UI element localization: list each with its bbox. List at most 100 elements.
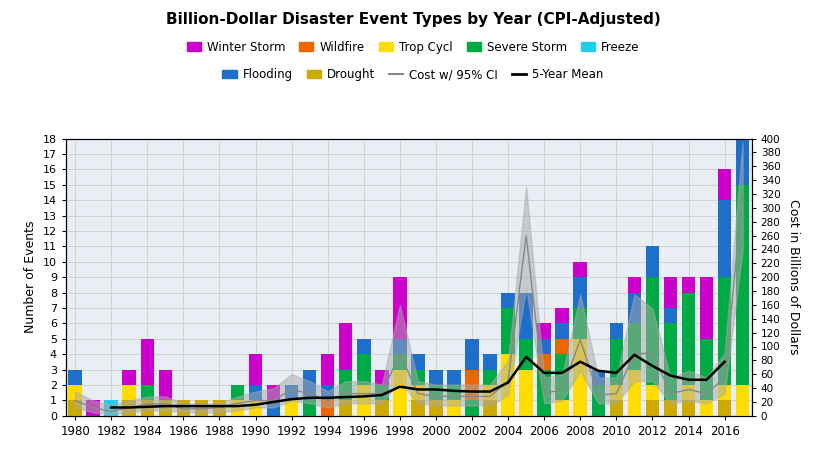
Bar — [573, 277, 587, 308]
Bar — [664, 277, 677, 308]
Bar — [465, 370, 479, 401]
Bar — [538, 339, 551, 354]
Bar — [520, 370, 533, 416]
Bar — [122, 385, 136, 401]
Bar — [610, 401, 623, 416]
Bar — [375, 401, 388, 416]
Bar — [447, 385, 461, 401]
Bar — [483, 401, 496, 416]
Bar — [520, 292, 533, 339]
Bar — [285, 401, 298, 416]
Bar — [610, 385, 623, 401]
Bar — [430, 370, 443, 385]
Bar — [520, 339, 533, 370]
Bar — [591, 385, 605, 416]
Bar — [177, 401, 190, 416]
Bar — [357, 354, 371, 385]
Bar — [447, 370, 461, 385]
Bar — [628, 370, 641, 416]
Bar — [483, 385, 496, 401]
Bar — [700, 401, 714, 416]
Legend: Winter Storm, Wildfire, Trop Cycl, Severe Storm, Freeze: Winter Storm, Wildfire, Trop Cycl, Sever… — [182, 36, 644, 58]
Bar — [736, 123, 749, 185]
Bar — [538, 370, 551, 416]
Bar — [249, 354, 263, 385]
Bar — [610, 323, 623, 339]
Bar — [393, 370, 406, 416]
Bar — [339, 370, 353, 401]
Bar — [700, 277, 714, 339]
Bar — [501, 292, 515, 308]
Bar — [230, 385, 244, 401]
Bar — [736, 385, 749, 416]
Bar — [321, 385, 335, 401]
Bar — [681, 277, 695, 292]
Bar — [122, 401, 136, 416]
Bar — [285, 385, 298, 401]
Bar — [411, 401, 425, 416]
Bar — [69, 385, 82, 401]
Bar — [447, 401, 461, 416]
Bar — [375, 385, 388, 401]
Bar — [122, 370, 136, 385]
Bar — [573, 262, 587, 277]
Bar — [339, 401, 353, 416]
Bar — [87, 401, 100, 416]
Bar — [501, 354, 515, 416]
Bar — [736, 185, 749, 385]
Bar — [664, 401, 677, 416]
Bar — [267, 385, 280, 401]
Bar — [591, 370, 605, 385]
Bar — [718, 401, 731, 416]
Bar — [195, 401, 208, 416]
Bar — [700, 339, 714, 401]
Bar — [681, 292, 695, 385]
Legend: Flooding, Drought, Cost w/ 95% CI, 5-Year Mean: Flooding, Drought, Cost w/ 95% CI, 5-Yea… — [217, 64, 609, 86]
Bar — [159, 370, 172, 401]
Bar — [339, 323, 353, 370]
Bar — [465, 401, 479, 416]
Bar — [538, 354, 551, 370]
Bar — [628, 292, 641, 323]
Bar — [555, 354, 569, 401]
Bar — [573, 339, 587, 416]
Bar — [646, 401, 659, 416]
Bar — [303, 370, 316, 401]
Bar — [573, 308, 587, 339]
Bar — [104, 401, 118, 416]
Bar — [249, 385, 263, 401]
Bar — [430, 385, 443, 401]
Bar — [646, 246, 659, 277]
Y-axis label: Number of Events: Number of Events — [25, 221, 37, 334]
Bar — [140, 401, 154, 416]
Bar — [321, 354, 335, 385]
Bar — [681, 401, 695, 416]
Bar — [212, 401, 226, 416]
Bar — [681, 385, 695, 401]
Bar — [555, 339, 569, 354]
Bar — [646, 385, 659, 401]
Bar — [411, 370, 425, 385]
Bar — [646, 277, 659, 385]
Bar — [736, 108, 749, 123]
Bar — [411, 354, 425, 370]
Bar — [159, 401, 172, 416]
Bar — [628, 277, 641, 292]
Bar — [718, 200, 731, 277]
Bar — [69, 401, 82, 416]
Bar — [555, 401, 569, 416]
Bar — [538, 323, 551, 339]
Bar — [628, 323, 641, 370]
Bar — [501, 308, 515, 354]
Bar — [303, 401, 316, 416]
Bar — [465, 339, 479, 370]
Bar — [718, 170, 731, 200]
Bar — [483, 354, 496, 370]
Bar — [375, 370, 388, 385]
Bar — [718, 385, 731, 401]
Bar — [664, 323, 677, 401]
Bar — [249, 401, 263, 416]
Bar — [357, 339, 371, 354]
Text: Billion-Dollar Disaster Event Types by Year (CPI-Adjusted): Billion-Dollar Disaster Event Types by Y… — [166, 12, 660, 26]
Bar — [140, 339, 154, 385]
